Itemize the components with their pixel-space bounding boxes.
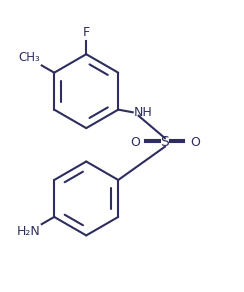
Text: O: O (130, 136, 140, 149)
Text: S: S (161, 135, 169, 150)
Text: F: F (83, 26, 90, 39)
Text: NH: NH (134, 106, 152, 119)
Text: H₂N: H₂N (17, 225, 41, 238)
Text: CH₃: CH₃ (19, 51, 41, 64)
Text: O: O (190, 136, 200, 149)
